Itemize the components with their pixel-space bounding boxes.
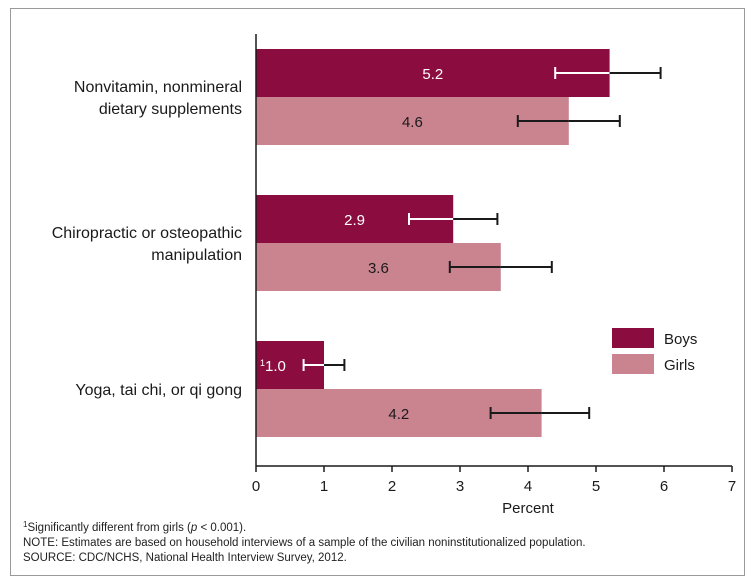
data-label-girls-1: 4.6 <box>402 114 423 131</box>
legend-label-girls: Girls <box>664 357 695 374</box>
x-tick-label: 7 <box>728 478 736 495</box>
bar-boys-1 <box>256 49 610 97</box>
data-label-girls-3: 4.2 <box>388 406 409 423</box>
legend-swatch-girls <box>612 354 654 374</box>
footnotes: 1Significantly different from girls (p <… <box>23 517 586 566</box>
x-tick-label: 4 <box>524 478 532 495</box>
data-label-boys-1: 5.2 <box>422 66 443 83</box>
footnote-marker: 1 <box>23 520 28 529</box>
category-label-3: Yoga, tai chi, or qi gong <box>75 382 242 399</box>
category-label-2: Chiropractic or osteopathic <box>52 225 242 242</box>
significance-marker: 1 <box>260 358 265 368</box>
footnote-note: NOTE: Estimates are based on household i… <box>23 537 586 549</box>
data-label-boys-3: 11.0 <box>260 358 286 375</box>
data-label-girls-2: 3.6 <box>368 260 389 277</box>
x-tick-label: 2 <box>388 478 396 495</box>
bar-girls-1 <box>256 97 569 145</box>
footnote-source: SOURCE: CDC/NCHS, National Health Interv… <box>23 552 347 564</box>
footnote-significance: 1Significantly different from girls (p <… <box>23 520 247 534</box>
data-label-value: 1.0 <box>265 358 286 375</box>
category-label-1: dietary supplements <box>99 101 242 118</box>
x-axis-title: Percent <box>502 500 555 515</box>
bar-chart: 5.2 4.6 Nonvitamin, nonmineral dietary supp… <box>52 34 736 515</box>
x-tick-label: 0 <box>252 478 260 495</box>
x-tick-label: 6 <box>660 478 668 495</box>
x-tick-label: 1 <box>320 478 328 495</box>
x-tick-label: 5 <box>592 478 600 495</box>
legend-swatch-boys <box>612 328 654 348</box>
x-tick-label: 3 <box>456 478 464 495</box>
data-label-boys-2: 2.9 <box>344 212 365 229</box>
legend-label-boys: Boys <box>664 331 697 348</box>
category-label-1: Nonvitamin, nonmineral <box>74 79 242 96</box>
category-label-2: manipulation <box>151 247 242 264</box>
